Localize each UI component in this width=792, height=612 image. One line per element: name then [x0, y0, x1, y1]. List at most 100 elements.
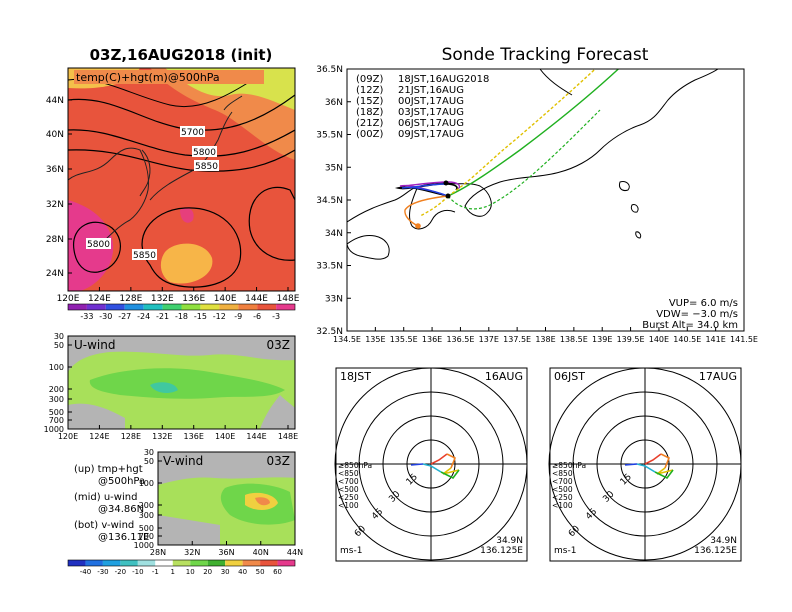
level-legend: <500 — [552, 485, 573, 494]
contour-closed-east — [248, 186, 295, 261]
lat-tick-label: 32N — [46, 200, 64, 210]
hodograph-trace — [644, 453, 662, 465]
map-frame — [67, 67, 296, 292]
launch-legend-code: (09Z) — [356, 74, 383, 85]
hodograph-date: 16AUG — [485, 370, 523, 383]
contour-label-5800: 5800 — [193, 148, 216, 158]
hodograph-trace — [440, 469, 460, 480]
lat-tick-label: 36N — [218, 548, 234, 557]
launch-legend-time: 03JST,17AUG — [398, 107, 464, 118]
lat-tick-label: 28N — [150, 548, 166, 557]
level-legend: ≥850hPa — [338, 461, 372, 470]
pressure-tick-label: 200 — [139, 501, 154, 510]
map-title: 03Z,16AUG2018 (init) — [90, 46, 273, 64]
track-map-bg — [347, 69, 744, 331]
pressure-tick-label: 100 — [49, 363, 64, 372]
colorbar-cell — [277, 560, 295, 566]
hodograph-trace — [430, 453, 448, 465]
lat-tick-label: 33.5N — [316, 262, 343, 272]
colorbar-frame — [67, 303, 296, 311]
colorbar-label: -1 — [152, 568, 159, 576]
pressure-tick-label: 1000 — [44, 425, 64, 434]
hodograph-time: 06JST — [554, 370, 585, 383]
colorbar-cell — [276, 304, 295, 310]
u-wind-gray-upper — [68, 336, 295, 372]
colorbar-cell — [102, 560, 121, 566]
colorbar-cell — [190, 560, 208, 566]
lon-tick-label: 139E — [592, 335, 612, 344]
contour-closed-south — [141, 207, 242, 288]
lat-tick-label: 28N — [46, 235, 64, 245]
lon-tick-label: 124E — [89, 432, 109, 441]
contour-5800 — [68, 129, 295, 157]
landing-point-09z — [443, 180, 449, 186]
lon-tick-label: 140E — [649, 335, 669, 344]
colorbar-label: -3 — [272, 312, 280, 321]
lon-tick-label: 138E — [535, 335, 555, 344]
hodograph-lat: 34.9N — [496, 536, 523, 546]
colorbar-cell — [219, 304, 239, 310]
u-wind-gray-lower — [68, 395, 295, 429]
colorbar-label: 40 — [238, 568, 247, 576]
lon-tick-label: 140.5E — [673, 335, 701, 344]
lat-tick-label: 40N — [46, 130, 64, 140]
lon-tick-label: 141E — [705, 335, 725, 344]
v-wind-gray-upper — [158, 452, 295, 485]
trajectory-15z — [401, 183, 449, 197]
colorbar-label: 20 — [203, 568, 212, 576]
pressure-tick-label: 300 — [139, 511, 154, 520]
lon-tick-label: 136E — [422, 335, 442, 344]
colorbar-label: -30 — [97, 568, 108, 576]
lon-tick-label: 132E — [152, 432, 172, 441]
lon-tick-label: 136E — [182, 294, 205, 304]
colorbar-frame — [67, 559, 296, 567]
colorbar-cell — [124, 304, 144, 310]
legend-mid-1: (mid) u-wind — [74, 492, 137, 503]
level-legend: <100 — [552, 501, 573, 510]
colorbar-label: 50 — [256, 568, 265, 576]
lat-tick-label: 33N — [325, 294, 343, 304]
coastline-island — [619, 181, 642, 239]
colorbar-cell — [137, 560, 156, 566]
u-wind-cyan-patch — [150, 382, 178, 393]
lon-tick-label: 141.5E — [730, 335, 758, 344]
lat-tick-label: 40N — [253, 548, 269, 557]
launch-point — [445, 193, 451, 199]
lon-tick-label: 120E — [58, 432, 78, 441]
lat-tick-label: 32N — [184, 548, 200, 557]
lon-tick-label: 140E — [214, 294, 237, 304]
pressure-tick-label: 500 — [139, 524, 154, 533]
u-wind-label: U-wind — [74, 338, 115, 352]
coastline-north — [539, 69, 573, 96]
colorbar-cell — [207, 560, 226, 566]
lat-tick-label: 34N — [325, 229, 343, 239]
map-label: temp(C)+hgt(m)@500hPa — [76, 71, 220, 84]
colorbar-label: 30 — [221, 568, 230, 576]
launch-legend-time: 09JST,17AUG — [398, 129, 464, 140]
contour-label-bg — [194, 160, 219, 171]
colorbar-cell — [242, 560, 261, 566]
contour-label-5800-south: 5800 — [87, 240, 110, 250]
colorbar-cell — [68, 304, 87, 310]
colorbar-cell — [120, 560, 138, 566]
colorbar-cell — [162, 304, 182, 310]
legend-bot-1: (bot) v-wind — [74, 520, 134, 531]
launch-legend-time: 06JST,17AUG — [398, 118, 464, 129]
burst-altitude-label: Burst Alt= 34.0 km — [642, 320, 738, 331]
lon-tick-label: 148E — [277, 294, 300, 304]
pressure-tick-label: 30 — [144, 448, 154, 457]
contour-label-5850: 5850 — [195, 162, 218, 172]
hodograph-trace — [624, 463, 638, 466]
launch-legend-code: (18Z) — [356, 107, 383, 118]
coastline-asia — [68, 147, 149, 246]
launch-legend-code: (12Z) — [356, 85, 383, 96]
pressure-tick-label: 50 — [144, 457, 154, 466]
lon-tick-label: 144E — [246, 432, 266, 441]
level-legend: <850 — [552, 469, 573, 478]
contour-label-5850-south: 5850 — [133, 251, 156, 261]
hodograph-trace — [442, 467, 460, 475]
hodograph-date: 17AUG — [699, 370, 737, 383]
lat-tick-label: 36N — [46, 165, 64, 175]
